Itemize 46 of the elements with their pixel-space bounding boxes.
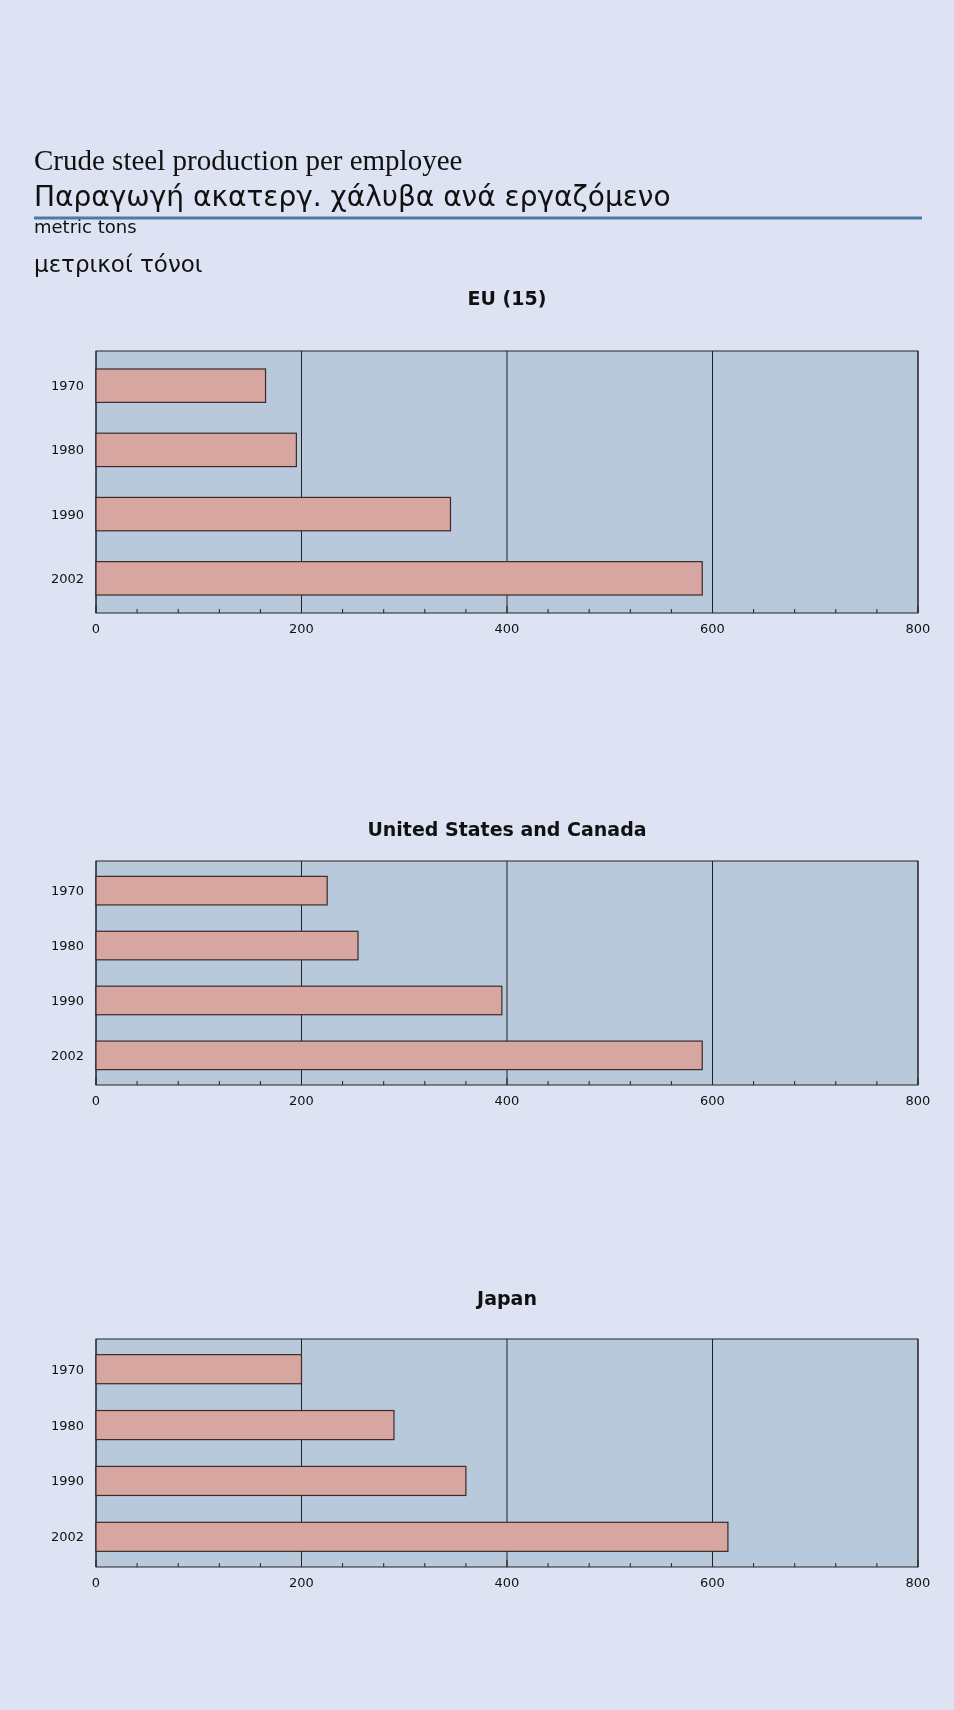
y-tick-label: 1980 bbox=[50, 938, 84, 954]
y-tick-label: 1990 bbox=[50, 506, 84, 522]
bar bbox=[95, 1521, 729, 1552]
y-tick-label: 1970 bbox=[50, 378, 84, 394]
bar bbox=[95, 432, 297, 468]
bar bbox=[95, 875, 328, 906]
y-tick-label: 1970 bbox=[50, 1361, 84, 1377]
x-tick-label: 400 bbox=[494, 1093, 520, 1108]
bar bbox=[95, 496, 452, 532]
x-tick-label: 200 bbox=[289, 1575, 314, 1590]
bar bbox=[95, 930, 359, 961]
bar bbox=[95, 985, 503, 1016]
x-tick-label: 400 bbox=[494, 621, 520, 636]
x-tick-label: 600 bbox=[700, 1093, 725, 1108]
bar bbox=[95, 1040, 703, 1071]
chart-title: Japan bbox=[475, 1287, 537, 1309]
y-tick-label: 1990 bbox=[50, 993, 84, 1008]
text: μετρικοί τόνοι bbox=[34, 251, 203, 277]
bar bbox=[95, 1465, 467, 1497]
x-tick-label: 800 bbox=[905, 621, 931, 636]
x-tick-label: 0 bbox=[91, 1093, 101, 1108]
chart-title: United States and Canada bbox=[367, 818, 647, 840]
y-tick-label: 1980 bbox=[50, 442, 84, 458]
y-tick-label: 1980 bbox=[50, 1417, 84, 1433]
text: Παραγωγή ακατεργ. χάλυβα ανά εργαζόμενο bbox=[34, 180, 671, 213]
text: Crude steel production per employee bbox=[34, 144, 463, 176]
x-tick-label: 400 bbox=[494, 1575, 520, 1590]
x-tick-label: 0 bbox=[91, 621, 101, 636]
x-tick-label: 800 bbox=[905, 1093, 931, 1108]
x-tick-label: 600 bbox=[700, 1575, 725, 1590]
text: metric tons bbox=[34, 216, 137, 237]
bar bbox=[95, 1354, 303, 1385]
x-tick-label: 200 bbox=[289, 621, 314, 636]
bar bbox=[95, 1409, 395, 1441]
x-tick-label: 800 bbox=[905, 1575, 931, 1590]
y-tick-label: 2002 bbox=[50, 1047, 84, 1063]
y-tick-label: 2002 bbox=[50, 1529, 84, 1545]
y-tick-label: 1990 bbox=[50, 1473, 84, 1489]
x-tick-label: 600 bbox=[700, 621, 725, 636]
x-tick-label: 0 bbox=[91, 1575, 101, 1590]
x-tick-label: 200 bbox=[289, 1093, 314, 1108]
bar bbox=[95, 368, 267, 403]
bar bbox=[95, 561, 703, 596]
chart-title: EU (15) bbox=[467, 287, 547, 309]
y-tick-label: 1970 bbox=[50, 883, 84, 899]
y-tick-label: 2002 bbox=[50, 570, 84, 586]
